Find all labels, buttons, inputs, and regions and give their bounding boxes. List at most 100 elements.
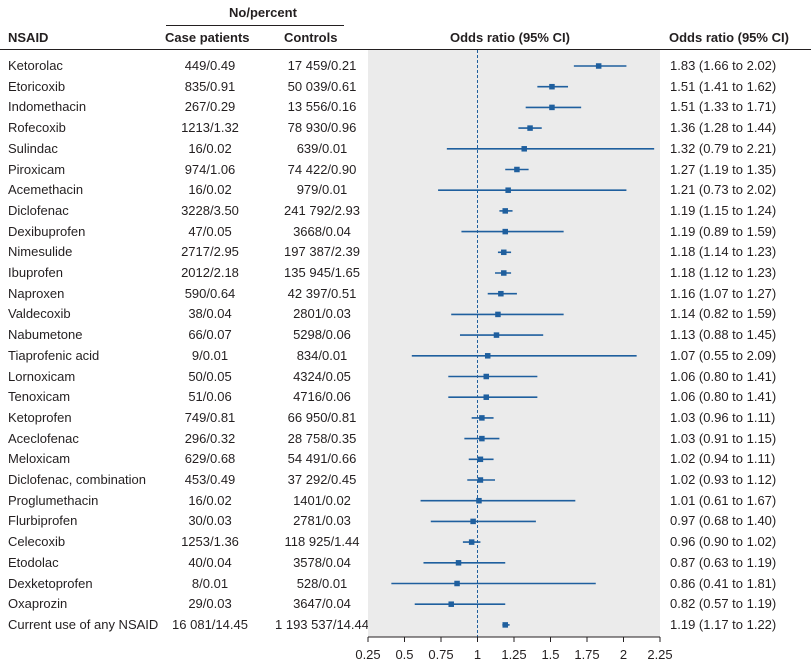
controls-header: Controls (284, 30, 338, 45)
odds-ratio-value: 1.51 (1.33 to 1.71) (670, 99, 777, 115)
controls-value: 37 292/0.45 (287, 472, 357, 487)
case-patients-value: 66/0.07 (188, 327, 232, 343)
nsaid-name: Current use of any NSAID (8, 616, 159, 632)
odds-ratio-value: 0.82 (0.57 to 1.19) (670, 596, 777, 612)
x-tick-label: 1.75 (574, 647, 599, 662)
controls-value: 50 039/0.61 (287, 78, 357, 94)
odds-ratio-value: 0.96 (0.90 to 1.02) (670, 534, 777, 550)
case-patients-value: 3228/3.50 (181, 202, 239, 218)
point-estimate-marker (505, 187, 511, 193)
nsaid-name: Nabumetone (8, 327, 83, 343)
point-estimate-marker (498, 290, 504, 297)
case-patients-value: 835/0.91 (184, 78, 236, 94)
point-estimate-marker (495, 311, 501, 318)
controls-value: 3668/0.04 (293, 223, 351, 239)
nsaid-header: NSAID (8, 30, 49, 45)
odds-ratio-value: 1.02 (0.94 to 1.11) (670, 451, 776, 467)
nsaid-name: Naproxen (8, 285, 65, 301)
x-tick-label: 2 (620, 647, 627, 662)
odds-ratio-value: 1.19 (1.17 to 1.22) (670, 616, 777, 632)
nsaid-name: Dexibuprofen (8, 223, 86, 239)
group-header-rule (166, 25, 344, 26)
case-patients-value: 590/0.64 (184, 285, 236, 301)
odds-ratio-value: 1.02 (0.93 to 1.12) (670, 472, 777, 487)
odds-ratio-column-header: Odds ratio (95% CI) (669, 30, 789, 45)
point-estimate-marker (479, 415, 485, 421)
x-tick-label: 1 (474, 647, 481, 662)
group-header: No/percent (229, 5, 297, 20)
odds-ratio-value: 1.01 (0.61 to 1.67) (670, 492, 777, 508)
odds-ratio-value: 1.83 (1.66 to 2.02) (670, 58, 777, 73)
case-patients-value: 40/0.04 (188, 554, 232, 570)
case-patients-value: 47/0.05 (188, 223, 232, 239)
nsaid-name: Oxaprozin (8, 596, 68, 612)
odds-ratio-value: 1.03 (0.96 to 1.11) (670, 409, 776, 425)
odds-ratio-value: 1.21 (0.73 to 2.02) (670, 182, 777, 198)
odds-ratio-value: 1.14 (0.82 to 1.59) (670, 306, 777, 322)
point-estimate-marker (476, 497, 482, 504)
odds-ratio-value: 1.32 (0.79 to 2.21) (670, 140, 777, 156)
case-patients-value: 38/0.04 (188, 306, 232, 322)
header-rule (0, 49, 811, 50)
odds-ratio-value: 1.36 (1.28 to 1.44) (670, 120, 777, 136)
point-estimate-marker (501, 270, 507, 276)
x-tick-label: 0.25 (355, 647, 380, 662)
controls-value: 4716/0.06 (293, 389, 351, 405)
controls-value: 118 925/1.44 (284, 534, 360, 550)
point-estimate-marker (514, 166, 520, 173)
odds-ratio-value: 1.13 (0.88 to 1.45) (670, 327, 777, 343)
odds-ratio-value: 1.18 (1.14 to 1.23) (670, 244, 777, 260)
nsaid-name: Tenoxicam (8, 389, 71, 405)
plot-header: Odds ratio (95% CI) (450, 30, 570, 45)
case-patients-value: 50/0.05 (188, 368, 232, 384)
nsaid-name: Ketoprofen (8, 409, 72, 425)
odds-ratio-value: 1.51 (1.41 to 1.62) (670, 78, 777, 94)
point-estimate-marker (479, 435, 485, 442)
point-estimate-marker (484, 353, 491, 359)
case-patients-value: 629/0.68 (184, 451, 236, 467)
nsaid-name: Flurbiprofen (8, 513, 78, 529)
nsaid-name: Etodolac (8, 554, 59, 570)
controls-value: 13 556/0.16 (287, 99, 357, 115)
controls-value: 979/0.01 (296, 182, 348, 198)
point-estimate-marker (595, 63, 602, 69)
nsaid-name: Valdecoxib (8, 306, 71, 322)
controls-value: 74 422/0.90 (287, 161, 357, 177)
case-patients-value: 16/0.02 (188, 140, 232, 156)
controls-value: 197 387/2.39 (284, 244, 360, 260)
controls-value: 4324/0.05 (293, 368, 351, 384)
odds-ratio-value: 1.27 (1.19 to 1.35) (670, 161, 777, 177)
controls-value: 66 950/0.81 (287, 409, 357, 425)
point-estimate-marker (455, 560, 462, 566)
controls-value: 135 945/1.65 (284, 265, 360, 280)
controls-value: 3647/0.04 (293, 596, 351, 612)
x-tick-label: 0.5 (395, 647, 413, 662)
point-estimate-marker (502, 622, 508, 628)
case-patients-header: Case patients (165, 30, 250, 45)
point-estimate-marker (502, 228, 508, 235)
point-estimate-marker (448, 601, 454, 607)
point-estimate-marker (477, 477, 484, 483)
point-estimate-marker (549, 104, 555, 111)
odds-ratio-value: 1.07 (0.55 to 2.09) (670, 347, 777, 363)
x-tick-label: 0.75 (428, 647, 453, 662)
controls-value: 1401/0.02 (293, 492, 351, 508)
case-patients-value: 16/0.02 (188, 182, 232, 198)
nsaid-name: Proglumethacin (8, 492, 99, 508)
nsaid-name: Diclofenac, combination (8, 472, 147, 487)
controls-value: 42 397/0.51 (287, 285, 357, 301)
odds-ratio-value: 1.19 (0.89 to 1.59) (670, 223, 777, 239)
case-patients-value: 267/0.29 (184, 99, 236, 115)
case-patients-value: 30/0.03 (188, 513, 232, 529)
controls-value: 54 491/0.66 (287, 451, 357, 467)
nsaid-name: Celecoxib (8, 534, 66, 550)
point-estimate-marker (483, 394, 490, 400)
case-patients-value: 296/0.32 (184, 430, 236, 446)
point-estimate-marker (493, 332, 500, 338)
odds-ratio-value: 1.19 (1.15 to 1.24) (670, 202, 777, 218)
point-estimate-marker (501, 249, 507, 256)
nsaid-name: Acemethacin (8, 182, 84, 198)
nsaid-name: Aceclofenac (8, 430, 79, 446)
